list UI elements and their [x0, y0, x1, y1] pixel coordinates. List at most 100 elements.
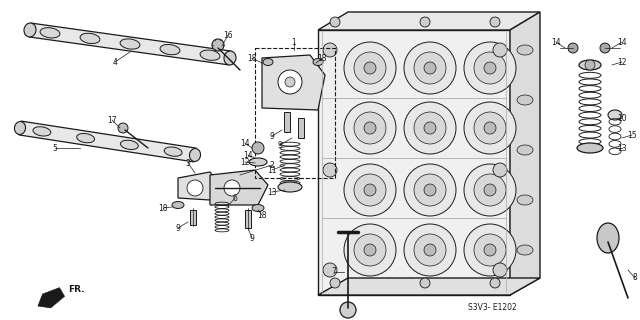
Circle shape — [464, 102, 516, 154]
Circle shape — [354, 112, 386, 144]
Text: 12: 12 — [240, 157, 250, 166]
Text: 5: 5 — [52, 143, 58, 153]
Ellipse shape — [517, 245, 533, 255]
Circle shape — [187, 180, 203, 196]
Circle shape — [490, 278, 500, 288]
Text: 9: 9 — [278, 140, 282, 149]
Circle shape — [118, 123, 128, 133]
Text: 14: 14 — [551, 37, 561, 46]
Text: 14: 14 — [240, 139, 250, 148]
Ellipse shape — [120, 140, 138, 149]
Text: 9: 9 — [269, 132, 275, 140]
Text: S3V3- E1202: S3V3- E1202 — [468, 303, 516, 313]
Circle shape — [420, 278, 430, 288]
Circle shape — [330, 278, 340, 288]
Text: 8: 8 — [632, 274, 637, 283]
Circle shape — [212, 39, 224, 51]
Ellipse shape — [120, 39, 140, 49]
Circle shape — [354, 52, 386, 84]
Text: 1: 1 — [292, 37, 296, 46]
Ellipse shape — [77, 133, 95, 143]
Circle shape — [344, 42, 396, 94]
Polygon shape — [318, 12, 540, 30]
Circle shape — [490, 17, 500, 27]
Circle shape — [474, 52, 506, 84]
Text: 3: 3 — [186, 158, 191, 167]
Ellipse shape — [517, 195, 533, 205]
Circle shape — [464, 164, 516, 216]
Circle shape — [464, 224, 516, 276]
Circle shape — [364, 62, 376, 74]
Polygon shape — [210, 170, 268, 205]
Text: 12: 12 — [617, 58, 627, 67]
Text: 13: 13 — [267, 188, 277, 196]
Circle shape — [404, 164, 456, 216]
Polygon shape — [318, 278, 540, 295]
Circle shape — [330, 17, 340, 27]
Text: 13: 13 — [617, 143, 627, 153]
Circle shape — [484, 184, 496, 196]
Circle shape — [323, 163, 337, 177]
Polygon shape — [298, 118, 304, 138]
Text: 9: 9 — [250, 234, 255, 243]
Text: 6: 6 — [232, 194, 237, 203]
Text: 18: 18 — [247, 53, 257, 62]
Polygon shape — [190, 210, 196, 225]
Polygon shape — [19, 121, 196, 162]
Ellipse shape — [517, 45, 533, 55]
Circle shape — [224, 180, 240, 196]
Polygon shape — [245, 210, 251, 228]
Ellipse shape — [189, 148, 200, 162]
Circle shape — [252, 142, 264, 154]
Circle shape — [414, 52, 446, 84]
Polygon shape — [178, 172, 220, 200]
Text: 16: 16 — [223, 30, 233, 39]
Ellipse shape — [517, 95, 533, 105]
Circle shape — [404, 42, 456, 94]
Ellipse shape — [33, 127, 51, 136]
Text: FR.: FR. — [68, 285, 84, 294]
Circle shape — [424, 184, 436, 196]
Circle shape — [323, 263, 337, 277]
Ellipse shape — [577, 143, 603, 153]
Text: 17: 17 — [107, 116, 117, 124]
Circle shape — [493, 163, 507, 177]
Circle shape — [484, 122, 496, 134]
Circle shape — [568, 43, 578, 53]
Ellipse shape — [200, 50, 220, 60]
Ellipse shape — [249, 158, 267, 166]
Text: 7: 7 — [332, 268, 337, 276]
Circle shape — [354, 174, 386, 206]
Ellipse shape — [278, 182, 302, 192]
Circle shape — [493, 43, 507, 57]
Ellipse shape — [15, 122, 26, 134]
Circle shape — [424, 62, 436, 74]
Circle shape — [474, 174, 506, 206]
Text: 11: 11 — [268, 165, 276, 174]
Polygon shape — [29, 23, 231, 65]
Ellipse shape — [517, 145, 533, 155]
Ellipse shape — [597, 223, 619, 253]
Text: 18: 18 — [317, 53, 327, 62]
Circle shape — [585, 60, 595, 70]
Bar — [255, 48, 335, 178]
Text: 15: 15 — [627, 131, 637, 140]
Text: 14: 14 — [243, 150, 253, 159]
Circle shape — [404, 102, 456, 154]
Circle shape — [344, 224, 396, 276]
Ellipse shape — [160, 44, 180, 55]
Text: 9: 9 — [175, 223, 180, 233]
Circle shape — [364, 122, 376, 134]
Circle shape — [424, 244, 436, 256]
Circle shape — [484, 62, 496, 74]
Circle shape — [278, 70, 302, 94]
Circle shape — [414, 234, 446, 266]
Text: 10: 10 — [617, 114, 627, 123]
Circle shape — [354, 234, 386, 266]
Ellipse shape — [608, 110, 622, 120]
Circle shape — [404, 224, 456, 276]
Ellipse shape — [164, 147, 182, 156]
Ellipse shape — [172, 202, 184, 209]
Circle shape — [474, 112, 506, 144]
Text: 14: 14 — [617, 37, 627, 46]
